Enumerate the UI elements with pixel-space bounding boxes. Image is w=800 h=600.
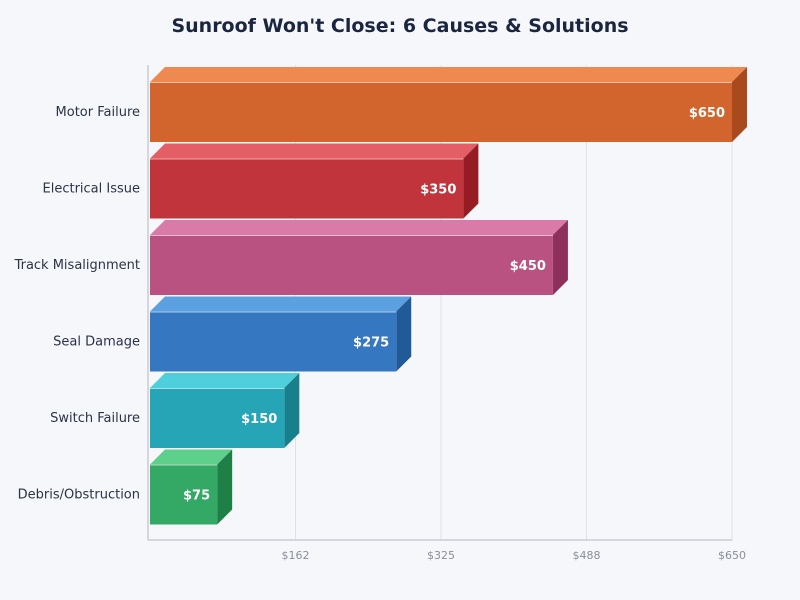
bar-side-face	[552, 220, 568, 295]
bar	[150, 235, 553, 295]
bar	[150, 388, 285, 448]
bar-side-face	[284, 373, 300, 448]
data-label: $350	[420, 183, 456, 198]
bar-top-face	[150, 220, 568, 235]
data-label: $450	[510, 259, 546, 274]
bar-top-face	[150, 67, 747, 82]
x-tick-label: $162	[282, 549, 310, 562]
data-label: $75	[183, 489, 210, 504]
bar-top-face	[150, 449, 233, 465]
x-tick-label: $650	[718, 549, 746, 562]
bar-side-face	[396, 296, 412, 372]
category-label: Motor Failure	[56, 105, 140, 120]
data-label: $650	[689, 106, 725, 121]
x-tick-label: $488	[573, 549, 601, 562]
data-label: $150	[241, 412, 277, 427]
category-label: Switch Failure	[50, 411, 140, 426]
category-label: Electrical Issue	[43, 182, 141, 197]
category-label: Track Misalignment	[14, 258, 140, 273]
bar	[150, 158, 464, 219]
x-tick-label: $325	[427, 549, 455, 562]
bar-top-face	[150, 373, 300, 388]
bar-side-face	[732, 67, 747, 142]
bar-top-face	[150, 143, 479, 159]
bar-top-face	[150, 296, 412, 312]
chart-title: Sunroof Won't Close: 6 Causes & Solution…	[171, 15, 629, 37]
category-label: Seal Damage	[53, 335, 140, 350]
category-label: Debris/Obstruction	[18, 488, 140, 503]
bar-side-face	[217, 449, 233, 525]
data-label: $275	[353, 336, 389, 351]
bar	[150, 311, 397, 372]
bar-side-face	[463, 143, 479, 219]
bar	[150, 82, 732, 142]
bar	[150, 464, 218, 525]
